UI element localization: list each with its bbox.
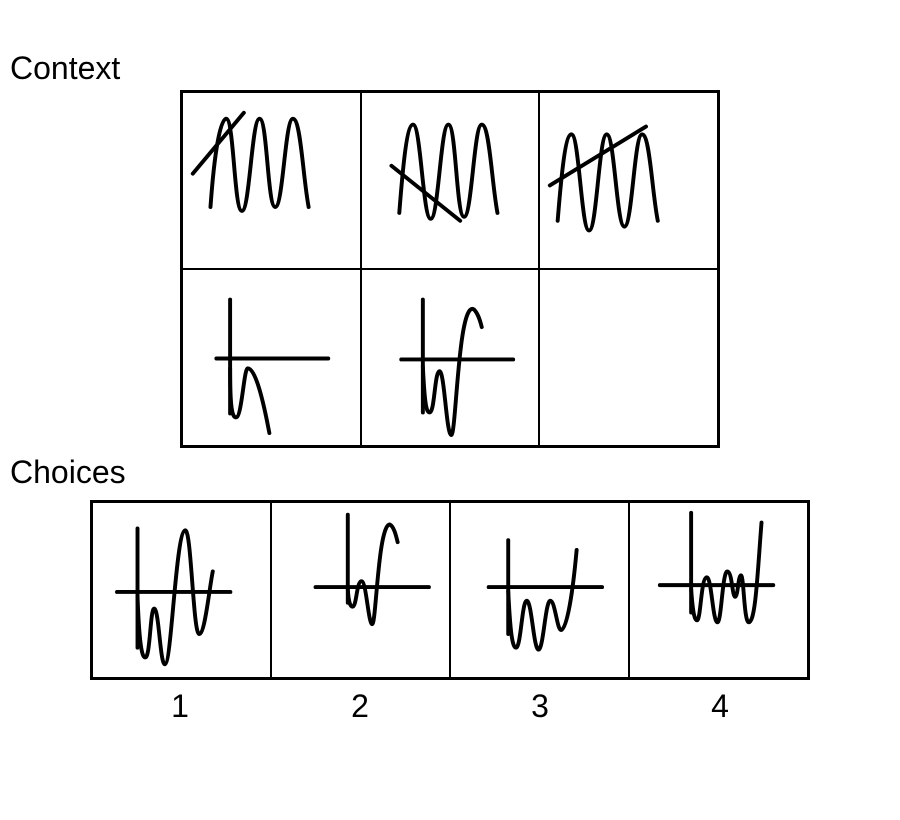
context-cell-1 (182, 92, 361, 269)
axis-curve-figure-4 (214, 297, 331, 436)
axis-curve-figure-5 (398, 297, 515, 438)
choice-label-1: 1 (171, 688, 189, 724)
choice-figure-2 (313, 512, 431, 627)
choice-label-2: 2 (351, 688, 369, 724)
choice-figure-4 (657, 510, 776, 625)
choice-label-3: 3 (531, 688, 549, 724)
choice-option-1[interactable] (92, 502, 271, 678)
context-cell-empty (539, 269, 718, 446)
zigzag-figure-3 (548, 124, 661, 233)
choice-option-2[interactable] (271, 502, 450, 678)
choices-heading: Choices (10, 454, 126, 490)
choice-labels: 1 2 3 4 (90, 690, 810, 722)
zigzag-figure-1 (190, 110, 311, 213)
choice-label-4: 4 (711, 688, 729, 724)
choices-grid (90, 500, 810, 680)
choice-option-4[interactable] (629, 502, 808, 678)
context-cell-3 (539, 92, 718, 269)
context-cell-5 (360, 269, 540, 446)
context-cell-2 (360, 92, 540, 269)
choice-figure-1 (115, 526, 233, 667)
context-heading: Context (10, 50, 121, 86)
context-grid (180, 90, 720, 448)
choice-figure-3 (486, 538, 605, 652)
choice-option-3[interactable] (450, 502, 629, 678)
zigzag-figure-2 (389, 122, 500, 223)
context-cell-4 (182, 269, 361, 446)
